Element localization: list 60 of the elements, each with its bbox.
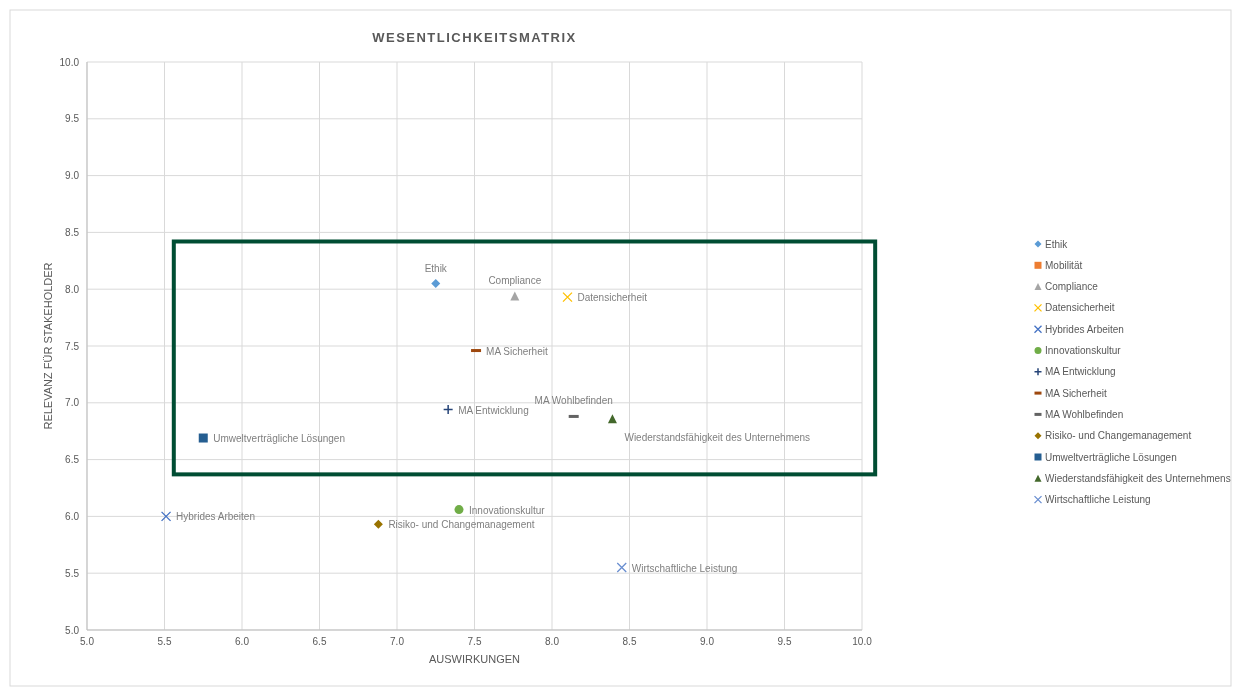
text: Innovationskultur	[469, 504, 545, 516]
text: Umweltverträgliche Lösungen	[213, 433, 345, 445]
chart-title: WESENTLICHKEITSMATRIX	[372, 30, 577, 45]
y-tick-label: 5.0	[65, 624, 80, 636]
y-tick-label: 8.0	[65, 283, 80, 295]
y-tick-label: 6.0	[65, 510, 80, 522]
point	[510, 291, 520, 301]
y-tick-label: 7.5	[65, 340, 80, 352]
x-tick-label: 9.5	[777, 636, 792, 647]
point	[198, 433, 208, 443]
point	[454, 505, 464, 515]
y-tick-label: 9.0	[65, 170, 80, 182]
text: Compliance	[488, 275, 542, 287]
legend-label: Hybrides Arbeiten	[1045, 323, 1124, 335]
legend-label: Compliance	[1045, 281, 1099, 293]
y-tick-label: 7.0	[65, 397, 80, 409]
legend-label: Ethik	[1045, 238, 1069, 250]
point	[431, 279, 441, 289]
text: MA Sicherheit	[486, 345, 548, 357]
text: MA Entwicklung	[458, 404, 529, 416]
y-tick-label: 8.5	[65, 226, 80, 238]
legend-label: MA Wohlbefinden	[1045, 408, 1124, 420]
text: Wirtschaftliche Leistung	[631, 562, 738, 574]
text: Wiederstandsfähigkeit des Unternehmens	[624, 431, 811, 443]
x-tick-label: 8.0	[545, 636, 560, 647]
x-tick-label: 7.0	[390, 636, 405, 647]
y-tick-label: 10.0	[59, 56, 80, 68]
x-tick-label: 6.0	[235, 636, 250, 647]
legend-label: MA Entwicklung	[1045, 366, 1116, 378]
x-tick-label: 6.5	[312, 636, 327, 647]
x-tick-label: 7.5	[467, 636, 482, 647]
legend-label: Wiederstandsfähigkeit des Unternehmens	[1045, 472, 1231, 484]
x-tick-label: 9.0	[700, 636, 715, 647]
legend-label: Risiko- und Changemanagement	[1045, 430, 1192, 442]
y-tick-label: 5.5	[65, 567, 80, 579]
point	[442, 404, 454, 415]
text: Hybrides Arbeiten	[176, 511, 255, 523]
point	[562, 292, 573, 303]
point	[616, 562, 627, 573]
point	[373, 519, 383, 529]
text: Ethik	[424, 262, 447, 274]
x-tick-label: 5.5	[157, 636, 172, 647]
legend-label: MA Sicherheit	[1045, 387, 1107, 399]
legend-label: Datensicherheit	[1045, 302, 1115, 314]
y-tick-label: 6.5	[65, 454, 80, 466]
legend-label: Mobilität	[1045, 259, 1083, 271]
point	[160, 511, 172, 522]
point	[607, 414, 617, 424]
y-axis-title: RELEVANZ FÜR STAKEHOLDER	[42, 262, 54, 430]
legend-label: Umweltverträgliche Lösungen	[1045, 451, 1177, 463]
x-tick-label: 8.5	[622, 636, 637, 647]
x-tick-label: 10.0	[852, 636, 873, 647]
text: Datensicherheit	[577, 292, 647, 304]
y-tick-label: 9.5	[65, 113, 80, 125]
x-axis-title: AUSWIRKUNGEN	[428, 653, 521, 665]
text: Risiko- und Changemanagement	[388, 519, 535, 531]
legend-label: Innovationskultur	[1045, 345, 1122, 356]
text: MA Wohlbefinden	[534, 395, 613, 407]
x-tick-label: 5.0	[80, 636, 95, 647]
legend-label: Wirtschaftliche Leistung	[1045, 494, 1151, 506]
